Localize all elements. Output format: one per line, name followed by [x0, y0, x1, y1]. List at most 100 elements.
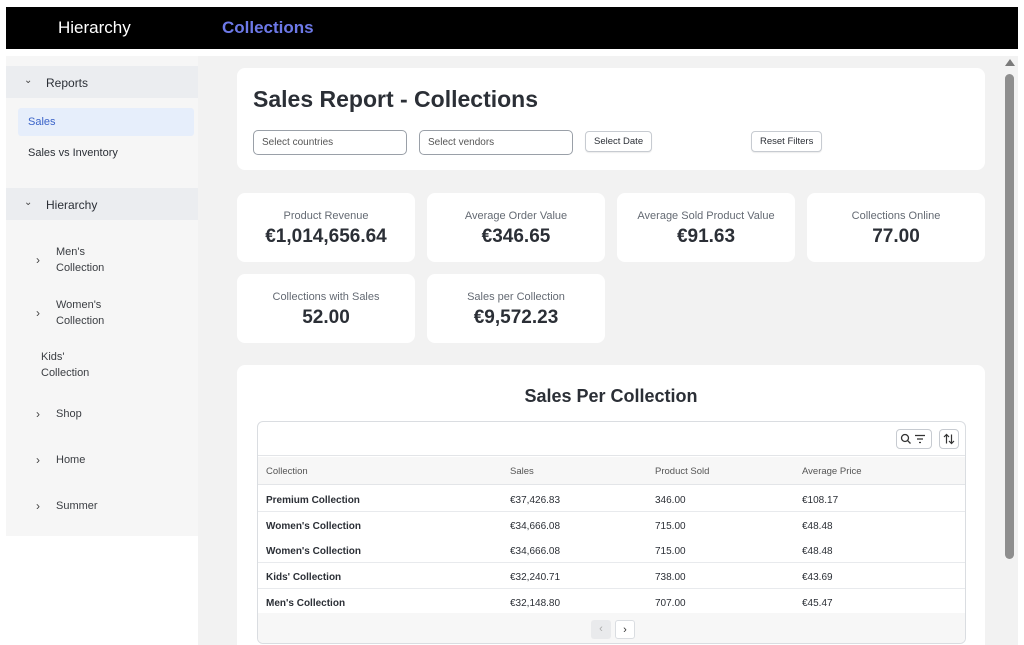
sidebar-item-womens-collection[interactable]: › Women's Collection: [6, 297, 198, 331]
top-bar: Hierarchy Collections: [6, 7, 1018, 49]
table-title: Sales Per Collection: [524, 386, 698, 406]
kpi-card-average-sold-product-value: Average Sold Product Value €91.63: [617, 193, 795, 262]
next-page-button[interactable]: ›: [615, 620, 635, 639]
table-row[interactable]: Women's Collection €34,666.08 715.00 €48…: [258, 512, 965, 538]
sidebar-item-mens-collection[interactable]: › Men's Collection: [6, 244, 198, 278]
kpi-card-sales-per-collection: Sales per Collection €9,572.23: [427, 274, 605, 343]
kpi-value: €9,572.23: [473, 307, 559, 328]
reset-filters-button[interactable]: Reset Filters: [751, 131, 823, 152]
kpi-value: 52.00: [302, 307, 350, 328]
column-header-collection[interactable]: Collection: [266, 466, 308, 477]
vendors-placeholder: Select vendors: [428, 137, 495, 148]
chevron-right-icon: ›: [36, 453, 40, 467]
sort-button[interactable]: [939, 429, 959, 449]
countries-select[interactable]: Select countries: [253, 130, 407, 155]
sidebar-item-label: Summer: [56, 500, 98, 512]
chevron-right-icon: ›: [36, 407, 40, 421]
app-title: Hierarchy: [58, 18, 131, 37]
sidebar-item-shop[interactable]: › Shop: [6, 406, 198, 424]
chevron-down-icon: ⌄: [24, 75, 33, 86]
cell-collection: Men's Collection: [266, 598, 346, 609]
kpi-value: €91.63: [676, 226, 736, 247]
cell-product-sold: 738.00: [655, 572, 686, 583]
cell-sales: €37,426.83: [510, 495, 561, 506]
vendors-select[interactable]: Select vendors: [419, 130, 573, 155]
cell-collection: Kids' Collection: [266, 572, 342, 583]
sidebar-group-hierarchy[interactable]: ⌄ Hierarchy: [6, 188, 198, 220]
cell-average-price: €48.48: [802, 521, 833, 532]
cell-average-price: €108.17: [802, 495, 839, 506]
kpi-label: Product Revenue: [283, 210, 369, 222]
page-title: Collections: [222, 18, 314, 37]
table-row[interactable]: Women's Collection €34,666.08 715.00 €48…: [258, 537, 965, 563]
column-header-sales[interactable]: Sales: [510, 466, 534, 477]
kpi-label: Collections Online: [851, 210, 941, 222]
cell-collection: Women's Collection: [266, 546, 361, 557]
chevron-right-icon: ›: [623, 624, 627, 636]
sidebar-item-summer[interactable]: › Summer: [6, 498, 198, 516]
cell-sales: €34,666.08: [510, 546, 561, 557]
kpi-card-product-revenue: Product Revenue €1,014,656.64: [237, 193, 415, 262]
chevron-down-icon: ⌄: [24, 197, 33, 208]
chevron-right-icon: ›: [36, 499, 40, 513]
cell-sales: €32,240.71: [510, 572, 561, 583]
countries-placeholder: Select countries: [262, 137, 334, 148]
sidebar: ⌄ Reports Sales Sales vs Inventory ⌄ Hie…: [6, 56, 198, 536]
cell-average-price: €48.48: [802, 546, 833, 557]
scroll-up-arrow-icon[interactable]: [1005, 59, 1015, 66]
table-row[interactable]: Kids' Collection €32,240.71 738.00 €43.6…: [258, 563, 965, 589]
cell-collection: Premium Collection: [266, 495, 360, 506]
sidebar-item-label: Home: [56, 454, 86, 466]
sidebar-item-label: Collection: [56, 262, 105, 274]
sidebar-item-label: Collection: [56, 315, 105, 327]
previous-page-button[interactable]: ‹: [591, 620, 611, 639]
grid-toolbar: [258, 422, 965, 456]
cell-average-price: €45.47: [802, 598, 833, 609]
kpi-card-collections-online: Collections Online 77.00: [807, 193, 985, 262]
kpi-label: Average Sold Product Value: [637, 210, 775, 222]
chevron-left-icon: ‹: [599, 623, 603, 635]
sidebar-item-label: Collection: [41, 367, 90, 379]
search-filter-icon: [900, 433, 925, 444]
sidebar-item-label: Men's: [56, 246, 85, 258]
cell-average-price: €43.69: [802, 572, 833, 583]
report-title: Sales Report - Collections: [253, 86, 539, 112]
kpi-value: €1,014,656.64: [265, 226, 387, 247]
select-date-button[interactable]: Select Date: [585, 131, 653, 152]
search-filter-button[interactable]: [896, 429, 932, 449]
sidebar-group-reports[interactable]: ⌄ Reports: [6, 66, 198, 98]
sidebar-item-sales[interactable]: Sales: [18, 108, 194, 136]
scrollbar-thumb[interactable]: [1005, 74, 1014, 559]
chevron-right-icon: ›: [36, 306, 40, 320]
sidebar-item-label: Women's: [56, 299, 102, 311]
sidebar-item-kids-collection[interactable]: Kids' Collection: [6, 349, 198, 383]
sidebar-item-label: Kids': [41, 351, 65, 363]
table-row[interactable]: Premium Collection €37,426.83 346.00 €10…: [258, 486, 965, 512]
kpi-label: Average Order Value: [464, 210, 568, 222]
sidebar-item-sales-vs-inventory[interactable]: Sales vs Inventory: [28, 147, 118, 159]
main-content: Sales Report - Collections Select countr…: [198, 56, 1002, 645]
sidebar-item-home[interactable]: › Home: [6, 452, 198, 470]
report-header-card: Sales Report - Collections Select countr…: [237, 68, 985, 170]
cell-collection: Women's Collection: [266, 521, 361, 532]
sidebar-item-label: Sales vs Inventory: [28, 147, 118, 159]
sidebar-group-label: Reports: [46, 76, 89, 90]
kpi-label: Sales per Collection: [467, 291, 565, 303]
table-row[interactable]: Men's Collection €32,148.80 707.00 €45.4…: [258, 589, 965, 615]
cell-product-sold: 346.00: [655, 495, 686, 506]
table-header: Collection Sales Product Sold Average Pr…: [258, 457, 965, 485]
cell-product-sold: 715.00: [655, 546, 686, 557]
sidebar-item-label: Shop: [56, 408, 82, 420]
cell-sales: €32,148.80: [510, 598, 561, 609]
kpi-card-average-order-value: Average Order Value €346.65: [427, 193, 605, 262]
kpi-value: €346.65: [481, 226, 551, 247]
vertical-scrollbar[interactable]: [1002, 56, 1018, 645]
sidebar-group-label: Hierarchy: [46, 198, 98, 212]
sales-per-collection-card: Sales Per Collection: [237, 365, 985, 645]
cell-product-sold: 715.00: [655, 521, 686, 532]
chevron-right-icon: ›: [36, 253, 40, 267]
kpi-card-collections-with-sales: Collections with Sales 52.00: [237, 274, 415, 343]
column-header-average-price[interactable]: Average Price: [802, 466, 862, 477]
column-header-product-sold[interactable]: Product Sold: [655, 466, 710, 477]
cell-product-sold: 707.00: [655, 598, 686, 609]
